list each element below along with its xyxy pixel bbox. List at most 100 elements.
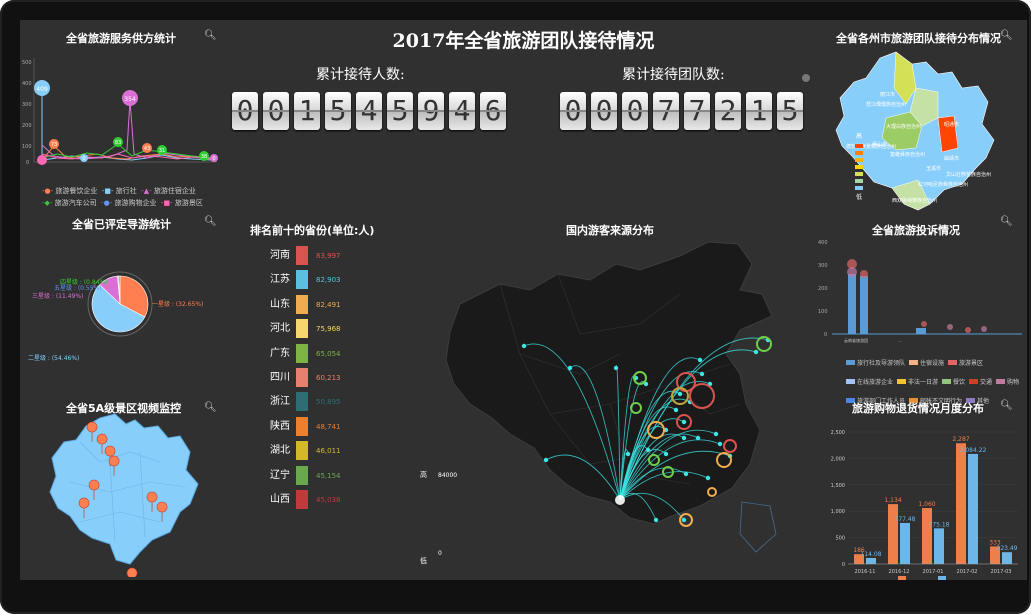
province-name: 浙江 (270, 396, 290, 408)
complaint-legend-item[interactable]: 其他 (966, 396, 989, 405)
y-tick-label: 1,500 (831, 483, 845, 489)
x-tick-label: 2016-11 (855, 569, 876, 575)
peak-label: 0 (82, 156, 85, 162)
complaint-legend-item[interactable]: 餐饮 (942, 377, 965, 386)
zoom-icon[interactable]: 🔍︎ (204, 216, 217, 227)
svg-text:昭通市: 昭通市 (944, 121, 959, 128)
counter-digit: 4 (356, 92, 382, 130)
location-marker-icon (96, 433, 108, 455)
zoom-icon[interactable]: 🔍︎ (1000, 400, 1013, 411)
y-tick-label: 2,500 (831, 430, 845, 436)
flow-line (619, 448, 629, 501)
peak-label: 0 (212, 156, 215, 162)
complaint-legend-item[interactable]: 住宿设施 (909, 358, 944, 367)
province-name: 江苏 (270, 274, 290, 286)
complaint-legend-item[interactable]: 交通 (969, 377, 992, 386)
province-value: 46,011 (316, 447, 341, 456)
south-china-sea-inset (739, 501, 777, 553)
svg-text:400: 400 (818, 240, 828, 246)
service-legend-row-1[interactable]: -●- 旅游餐饮企业 -■- 旅行社 -▲- 旅游住宿企业 (42, 187, 196, 195)
region-map-title: 全省各州市旅游团队接待分布情况 (836, 32, 1001, 45)
visitors-label: 累计接待人数: (316, 67, 405, 83)
destination-hub (615, 495, 625, 505)
service-legend-row-2[interactable]: -◆- 旅游汽车公司 -●- 旅游购物企业 -■- 旅游景区 (42, 199, 203, 207)
refund-bar (1002, 552, 1012, 564)
zoom-icon[interactable]: 🔍︎ (204, 30, 217, 41)
complaint-legend-item[interactable]: 购物 (996, 377, 1019, 386)
bar-value-label: 1,060 (918, 501, 935, 508)
flow-line (619, 467, 687, 501)
complaint-legend-label: 旅游景区 (959, 360, 984, 367)
province-bar (296, 392, 308, 412)
location-marker-icon (78, 497, 90, 519)
legend-swatch (938, 576, 946, 580)
svg-text:…: … (898, 338, 902, 343)
legend-swatch (996, 379, 1006, 384)
china-source-map[interactable] (440, 234, 810, 564)
source-point (681, 419, 687, 425)
location-marker-icon (126, 567, 138, 577)
zoom-icon[interactable]: 🔍︎ (204, 402, 217, 413)
legend-swatch (855, 172, 863, 176)
peak-label: 409 (36, 86, 48, 93)
complaint-legend-item[interactable]: 非法一日游 (897, 377, 938, 386)
bar-value-label: 333 (989, 539, 1001, 546)
complaint-legend[interactable]: 旅行社及导游领队 住宿设施 旅游景区在线旅游企业 非法一日游 餐饮 交通 购物旅游部门工作人… (846, 350, 1024, 407)
service-markers: 409 354 73 83 43 31 38 0 0 (34, 80, 218, 165)
complaint-legend-label: 在线旅游企业 (857, 379, 894, 386)
source-points (521, 336, 772, 527)
svg-text:丽江市: 丽江市 (880, 91, 895, 98)
source-point (677, 391, 683, 397)
source-point (625, 451, 631, 457)
province-name: 广东 (270, 347, 290, 359)
complaint-legend-item[interactable]: 旅游景区 (948, 358, 983, 367)
province-bar (296, 441, 308, 461)
legend-swatch (855, 158, 863, 162)
svg-text:0: 0 (824, 332, 827, 338)
province-name: 山西 (270, 494, 290, 505)
pie-label: 二星级 : (54.46%) (28, 354, 79, 362)
flow-line (619, 492, 685, 521)
refund-chart-title: 旅游购物退货情况月度分布 (852, 402, 984, 415)
zoom-icon[interactable]: 🔍︎ (1000, 216, 1013, 227)
flow-line (619, 429, 717, 501)
complaint-legend-label: 旅游部门工作人员 (857, 398, 906, 405)
province-value: 45,038 (316, 496, 341, 504)
legend-low-label: 低 (856, 193, 862, 201)
counter-digit: 9 (418, 92, 444, 130)
counter-digit: 4 (449, 92, 475, 130)
province-name: 四川 (270, 372, 290, 383)
legend-swatch (969, 379, 979, 384)
complaint-legend-item[interactable]: 旅游部门工作人员 (846, 396, 905, 405)
pie-slice (91, 284, 146, 333)
heat-scale-low: 低 (420, 557, 427, 565)
legend-swatch (897, 379, 907, 384)
location-marker-icon (104, 445, 116, 467)
pie-label: 一星级 : (32.65%) (152, 300, 203, 308)
flow-line (619, 448, 667, 501)
main-title: 2017年全省旅游团队接待情况 (392, 30, 655, 52)
province-bar (296, 270, 308, 290)
province-value: 75,968 (316, 325, 341, 334)
source-ring (633, 371, 647, 385)
svg-text:200: 200 (818, 286, 828, 292)
counter-digit: 0 (232, 92, 258, 130)
legend-swatch (855, 179, 863, 183)
counter-digit: 1 (294, 92, 320, 130)
complaint-legend-item[interactable]: 旅行社及导游领队 (846, 358, 905, 367)
scenic-province-map[interactable] (40, 412, 210, 577)
complaint-legend-item[interactable]: 在线旅游企业 (846, 377, 893, 386)
peak-label: 38 (201, 154, 207, 160)
svg-text:300: 300 (818, 263, 828, 269)
complaint-legend-item[interactable]: 邮帐不文明行为 (909, 396, 962, 405)
flow-line (619, 450, 731, 501)
region-color-legend: 高低 (855, 132, 863, 201)
flow-line (569, 365, 621, 501)
province-value: 60,213 (316, 374, 341, 382)
source-point (753, 349, 759, 355)
zoom-icon[interactable]: 🔍︎ (1000, 30, 1013, 41)
legend-swatch (909, 360, 919, 365)
svg-text:怒江傈僳族自治州: 怒江傈僳族自治州 (866, 101, 906, 108)
